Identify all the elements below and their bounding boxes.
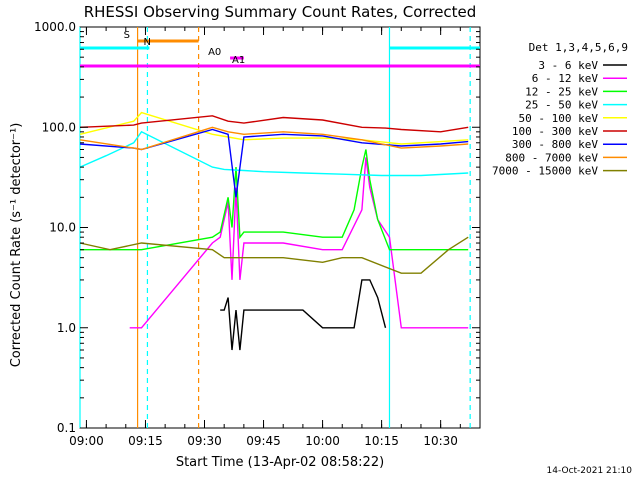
series-line-1 [129,157,469,329]
legend-label: 300 - 800 keV [512,138,598,151]
legend-label: 7000 - 15000 keV [492,165,598,178]
y-tick-label: 100.0 [42,120,76,134]
y-tick-label: 1.0 [57,321,76,335]
plot-area: S N A0 A1 [79,26,481,429]
legend-title: Det 1,3,4,5,6,9 [529,41,628,54]
annotation-label-n: N [143,37,150,48]
plot-frame [79,26,481,429]
legend-label: 25 - 50 keV [525,99,598,112]
x-tick-label: 09:45 [246,434,281,448]
y-tick-label: 1000.0 [34,20,76,34]
y-tick-label: 0.1 [57,421,76,435]
series-line-5 [79,115,469,133]
legend-label: 12 - 25 keV [525,85,598,98]
series-line-6 [79,128,469,198]
footer-timestamp: 14-Oct-2021 21:10 [547,466,633,476]
y-axis-label: Corrected Count Rate (s⁻¹ detector⁻¹) [9,123,24,368]
x-tick-label: 09:00 [69,434,104,448]
annotation-layer: S N A0 A1 [80,30,480,68]
chart-title: RHESSI Observing Summary Count Rates, Co… [84,3,477,21]
vertical-markers [79,27,471,428]
x-tick-label: 10:15 [364,434,399,448]
legend-label: 800 - 7000 keV [505,151,598,164]
y-axis: 0.1 1.0 10.0 100.0 1000.0 [34,20,480,435]
x-tick-label: 10:30 [423,434,458,448]
y-tick-label: 10.0 [49,221,76,235]
annotation-label-s: S [124,30,130,41]
series-line-7 [79,126,469,151]
series-layer [79,111,469,351]
series-line-3 [79,130,469,177]
legend-label: 6 - 12 keV [532,72,599,85]
legend-label: 100 - 300 keV [512,125,598,138]
annotation-label-a0: A0 [208,47,221,58]
series-line-0 [220,279,387,351]
x-tick-label: 10:00 [305,434,340,448]
x-tick-label: 09:30 [187,434,222,448]
x-axis-label: Start Time (13-Apr-02 08:58:22) [176,455,384,470]
series-line-8 [79,236,469,274]
series-line-4 [79,111,469,145]
legend-label: 3 - 6 keV [538,59,598,72]
series-line-2 [80,149,469,251]
legend-label: 50 - 100 keV [519,112,599,125]
annotation-label-a1: A1 [232,55,245,66]
x-axis: 09:00 09:15 09:30 09:45 10:00 10:15 10:30 [69,27,481,448]
x-tick-label: 09:15 [128,434,163,448]
